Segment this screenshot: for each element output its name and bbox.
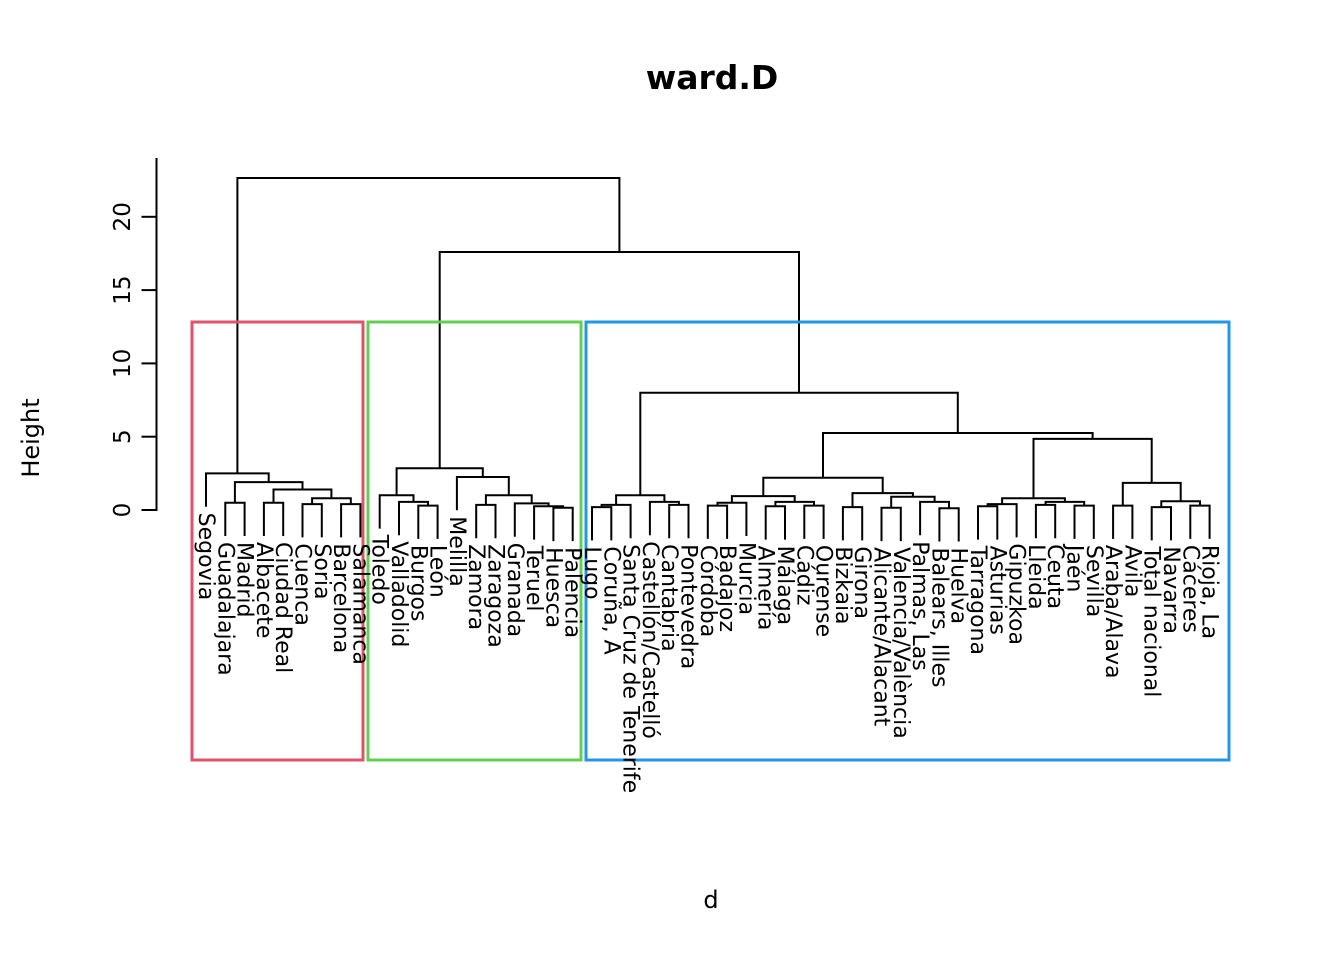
cluster-rect — [584, 320, 1231, 762]
leaf-label: Balears, Illes — [926, 548, 951, 688]
cluster-rect — [366, 320, 583, 762]
leaf-label: Albacete — [251, 542, 276, 638]
leaf-label: Navarra — [1158, 546, 1183, 634]
leaf-label: Ciudad Real — [270, 542, 295, 673]
leaf-label: Ourense — [811, 545, 836, 637]
leaf-label: Zamora — [463, 544, 488, 630]
leaf-label: Coruña, A — [598, 546, 623, 654]
leaf-label: Lleida — [1023, 544, 1048, 609]
dendrogram-lines — [205, 177, 1211, 542]
leaf-label: Ceuta — [1042, 544, 1067, 609]
leaf-label: Santa Cruz de Tenerife — [618, 544, 643, 793]
leaf-label: Segovia — [193, 513, 218, 601]
leaf-label: Soria — [309, 543, 334, 599]
leaf-label: Murcia — [733, 542, 758, 615]
y-axis-tick-label: 15 — [110, 275, 136, 304]
leaf-label: Alicante/Alacant — [869, 547, 894, 727]
leaf-label: Cádiz — [791, 545, 816, 605]
leaf-label: Melilla — [444, 516, 469, 586]
leaf-label: Huelva — [946, 548, 971, 625]
leaf-label: Cantabria — [656, 544, 681, 652]
leaf-label: Asturias — [984, 546, 1009, 635]
leaf-label: Teruel — [521, 545, 546, 612]
leaf-label: Almería — [753, 546, 778, 631]
leaf-label: Guadalajara — [212, 542, 237, 676]
leaf-label: Granada — [502, 543, 527, 637]
leaf-label: Cuenca — [290, 543, 315, 625]
leaf-label: Tarragona — [965, 545, 990, 655]
leaf-label: Total nacional — [1139, 545, 1164, 697]
leaf-label: Girona — [849, 546, 874, 619]
leaf-label: Avila — [1119, 545, 1144, 598]
cluster-rect — [190, 320, 365, 762]
leaf-label: Palmas, Las — [907, 541, 932, 670]
leaf-label: Barcelona — [328, 543, 353, 653]
chart-title: ward.D — [645, 58, 779, 97]
leaf-label: Málaga — [772, 546, 797, 626]
y-axis-tick-label: 5 — [110, 429, 136, 444]
y-axis-tick-label: 10 — [110, 349, 136, 378]
leaf-label: Jaén — [1062, 543, 1087, 592]
leaf-label: Córdoba — [695, 545, 720, 637]
leaf-label: León — [425, 545, 450, 598]
leaf-label: Valladolid — [386, 541, 411, 647]
leaf-label: Valencia/València — [888, 547, 913, 739]
leaf-label: Zaragoza — [483, 544, 508, 648]
leaf-label: Pontevedra — [676, 544, 701, 669]
leaf-label: Huesca — [540, 547, 565, 628]
y-axis-tick-label: 20 — [110, 202, 136, 231]
leaf-label: Toledo — [367, 534, 392, 605]
leaf-label: Bizkaia — [830, 546, 855, 624]
leaf-label: Araba/Alava — [1100, 545, 1125, 679]
leaf-label: Burgos — [405, 545, 430, 622]
leaf-label: Rioja, La — [1197, 545, 1222, 639]
leaf-label: Gipuzkoa — [1004, 543, 1029, 645]
leaf-label: Lugo — [579, 546, 604, 599]
leaf-label: Madrid — [232, 542, 257, 618]
leaf-label: Castellón/Castelló — [637, 541, 662, 739]
leaf-label: Badajoz — [714, 545, 739, 632]
leaf-label: Salamanca — [347, 543, 372, 664]
leaf-label: Sevilla — [1081, 545, 1106, 617]
x-axis-label: d — [703, 886, 719, 914]
y-axis-label: Height — [17, 398, 45, 478]
leaf-label: Palencia — [560, 547, 585, 638]
y-axis-tick-label: 0 — [110, 503, 136, 518]
leaf-label: Cáceres — [1177, 545, 1202, 633]
